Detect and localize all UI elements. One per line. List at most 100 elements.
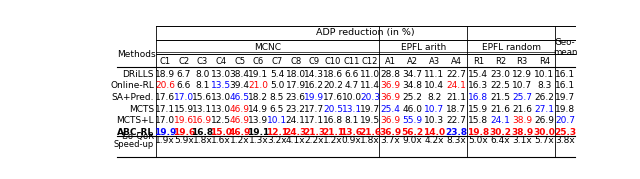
Text: A4: A4 <box>451 57 462 66</box>
Text: 11.4: 11.4 <box>360 81 380 90</box>
Text: 16.2: 16.2 <box>304 81 324 90</box>
Text: 14.3: 14.3 <box>304 70 324 79</box>
Text: 21.1: 21.1 <box>322 128 344 137</box>
Text: 21.1: 21.1 <box>446 93 467 102</box>
Text: 8.2: 8.2 <box>428 93 442 102</box>
Text: 1.9x: 1.9x <box>156 136 175 145</box>
Text: 17.7: 17.7 <box>304 105 324 114</box>
Text: 27.1: 27.1 <box>534 105 554 114</box>
Text: R3: R3 <box>516 57 528 66</box>
Text: 23.8: 23.8 <box>445 128 467 137</box>
Text: 6.7: 6.7 <box>177 70 191 79</box>
Text: 13.6: 13.6 <box>340 128 363 137</box>
Text: 23.0: 23.0 <box>490 70 510 79</box>
Text: 4.7: 4.7 <box>344 81 358 90</box>
Text: ABC-RL: ABC-RL <box>116 128 154 137</box>
Text: Methods: Methods <box>117 50 156 59</box>
Text: R1: R1 <box>473 57 484 66</box>
Text: 0.9x: 0.9x <box>342 136 362 145</box>
Text: ADP reduction (in %): ADP reduction (in %) <box>316 28 415 37</box>
Text: 19.6: 19.6 <box>174 116 194 125</box>
Text: EPFL random: EPFL random <box>482 43 541 52</box>
Text: 17.1: 17.1 <box>155 105 175 114</box>
Text: 15.9: 15.9 <box>468 105 488 114</box>
Text: A3: A3 <box>429 57 440 66</box>
Text: 5.0x: 5.0x <box>468 136 488 145</box>
Text: 46.9: 46.9 <box>230 105 250 114</box>
Text: 11.1: 11.1 <box>424 70 444 79</box>
Text: 12.1: 12.1 <box>266 128 288 137</box>
Text: 25.2: 25.2 <box>403 93 422 102</box>
Text: 36.9: 36.9 <box>380 116 401 125</box>
Text: 8.3x: 8.3x <box>447 136 466 145</box>
Text: C8: C8 <box>290 57 301 66</box>
Text: C1: C1 <box>159 57 171 66</box>
Text: 16.9: 16.9 <box>193 116 212 125</box>
Text: 19.8: 19.8 <box>555 105 575 114</box>
Text: 46.5: 46.5 <box>230 93 250 102</box>
Text: 55.9: 55.9 <box>403 116 422 125</box>
Text: 56.2: 56.2 <box>401 128 424 137</box>
Text: MCTS: MCTS <box>129 105 154 114</box>
Text: 18.2: 18.2 <box>248 93 268 102</box>
Text: 22.7: 22.7 <box>447 116 467 125</box>
Text: 28.8: 28.8 <box>380 70 401 79</box>
Text: 12.5: 12.5 <box>211 116 231 125</box>
Text: 19.5: 19.5 <box>360 116 380 125</box>
Text: 8.1: 8.1 <box>344 116 359 125</box>
Text: 17.1: 17.1 <box>304 116 324 125</box>
Text: 26.2: 26.2 <box>534 93 554 102</box>
Text: 25.4: 25.4 <box>381 105 401 114</box>
Text: 24.1: 24.1 <box>447 81 467 90</box>
Text: 5.7x: 5.7x <box>534 136 554 145</box>
Text: MCNC: MCNC <box>254 43 281 52</box>
Text: A2: A2 <box>407 57 418 66</box>
Text: 16.8: 16.8 <box>191 128 214 137</box>
Text: 1.8x: 1.8x <box>360 136 380 145</box>
Text: 21.0: 21.0 <box>248 81 268 90</box>
Text: 4.1x: 4.1x <box>286 136 305 145</box>
Text: 10.1: 10.1 <box>534 70 554 79</box>
Text: Iso-QoR: Iso-QoR <box>121 132 154 141</box>
Text: 22.7: 22.7 <box>447 70 467 79</box>
Text: 4.2x: 4.2x <box>424 136 444 145</box>
Text: 36.9: 36.9 <box>380 93 401 102</box>
Text: 6.6: 6.6 <box>177 81 191 90</box>
Text: 19.7: 19.7 <box>555 93 575 102</box>
Text: 19.1: 19.1 <box>248 70 268 79</box>
Text: 14.0: 14.0 <box>423 128 445 137</box>
Text: Geo-
mean: Geo- mean <box>553 38 577 57</box>
Text: 10.1: 10.1 <box>267 116 287 125</box>
Text: 13.0: 13.0 <box>211 70 231 79</box>
Text: Speed-up: Speed-up <box>114 140 154 149</box>
Text: 21.6: 21.6 <box>490 105 510 114</box>
Text: 19.8: 19.8 <box>467 128 490 137</box>
Text: 38.4: 38.4 <box>230 70 250 79</box>
Text: 18.7: 18.7 <box>446 105 467 114</box>
Text: 20.3: 20.3 <box>360 93 380 102</box>
Text: 46.9: 46.9 <box>228 128 251 137</box>
Text: 1.6x: 1.6x <box>211 136 231 145</box>
Text: 18.6: 18.6 <box>323 70 343 79</box>
Text: 20.6: 20.6 <box>156 81 175 90</box>
Text: 3.7x: 3.7x <box>381 136 401 145</box>
Text: 38.9: 38.9 <box>511 128 533 137</box>
Text: C12: C12 <box>362 57 378 66</box>
Text: 22.5: 22.5 <box>490 81 510 90</box>
Text: 17.9: 17.9 <box>285 81 306 90</box>
Text: 24.3: 24.3 <box>285 128 307 137</box>
Text: C2: C2 <box>179 57 189 66</box>
Text: 18.0: 18.0 <box>285 70 306 79</box>
Text: MCTS+L: MCTS+L <box>116 116 154 125</box>
Text: 2.2x: 2.2x <box>305 136 324 145</box>
Text: 8.0: 8.0 <box>195 70 210 79</box>
Text: 36.9: 36.9 <box>380 128 401 137</box>
Text: 10.7: 10.7 <box>512 81 532 90</box>
Text: R2: R2 <box>495 57 506 66</box>
Text: Online-RL: Online-RL <box>110 81 154 90</box>
Text: 19.9: 19.9 <box>154 128 177 137</box>
Text: 3.8x: 3.8x <box>556 136 575 145</box>
Text: 5.9x: 5.9x <box>174 136 194 145</box>
Text: 21.6: 21.6 <box>359 128 381 137</box>
Text: 20.5: 20.5 <box>323 105 343 114</box>
